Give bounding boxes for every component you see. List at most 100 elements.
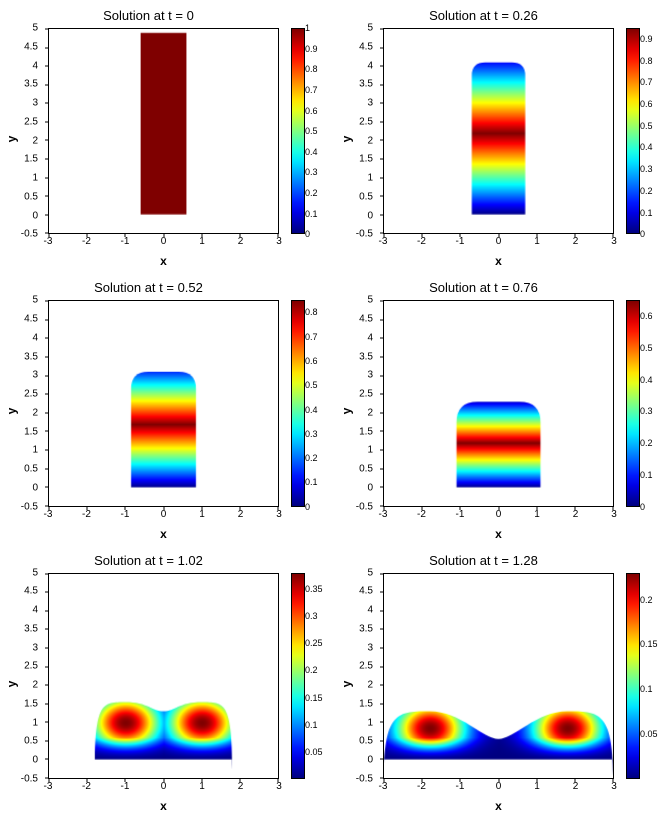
x-tick-label: 0: [161, 781, 167, 792]
x-tick-label: 2: [573, 236, 579, 247]
colorbar-tick-label: 0.4: [640, 375, 653, 385]
y-tick-label: 1: [343, 173, 373, 184]
y-tick-label: 4.5: [343, 586, 373, 597]
y-tick-label: 1.5: [343, 154, 373, 165]
y-tick-label: 0: [8, 210, 38, 221]
x-ticks: -3-2-10123: [383, 509, 614, 523]
y-tick-label: 3: [8, 98, 38, 109]
y-tick-label: 0.5: [8, 191, 38, 202]
y-tick-label: 1.5: [8, 426, 38, 437]
x-ticks: -3-2-10123: [48, 781, 279, 795]
colorbar-ticks: 00.10.20.30.40.50.60.70.8: [307, 300, 327, 506]
colorbar-tick-label: 0.35: [305, 584, 323, 594]
heatmap-canvas: [49, 29, 278, 233]
y-tick-label: -0.5: [343, 501, 373, 512]
colorbar-tick-label: 0.3: [305, 167, 318, 177]
y-tick-label: 5: [343, 23, 373, 34]
subplot-5: Solution at t = 1.28yx-3-2-10123-0.500.5…: [343, 555, 662, 813]
colorbar-tick-label: 0.4: [640, 142, 653, 152]
x-tick-label: -3: [44, 236, 53, 247]
colorbar-tick-label: 0.3: [305, 611, 318, 621]
y-tick-label: 0: [8, 755, 38, 766]
y-tick-label: 4: [343, 605, 373, 616]
y-tick-label: 2: [8, 680, 38, 691]
y-tick-label: -0.5: [8, 229, 38, 240]
y-tick-label: -0.5: [343, 774, 373, 785]
plot-area: [48, 573, 279, 779]
y-tick-label: 3: [8, 642, 38, 653]
x-tick-label: -3: [44, 781, 53, 792]
y-tick-label: 3: [343, 642, 373, 653]
colorbar-tick-label: 0.2: [305, 453, 318, 463]
x-tick-label: -2: [417, 236, 426, 247]
subplot-grid: Solution at t = 0yx-3-2-10123-0.500.511.…: [0, 0, 670, 827]
colorbar-tick-label: 0.2: [305, 665, 318, 675]
colorbar-tick-label: 0.3: [640, 164, 653, 174]
y-tick-label: 4: [343, 60, 373, 71]
y-tick-label: 1.5: [8, 698, 38, 709]
subplot-title: Solution at t = 0.76: [343, 280, 624, 295]
y-tick-label: 4: [343, 332, 373, 343]
y-tick-label: 4.5: [343, 41, 373, 52]
x-tick-label: 1: [199, 236, 205, 247]
y-tick-label: 2.5: [8, 661, 38, 672]
x-tick-label: -3: [379, 509, 388, 520]
colorbar-tick-label: 0.05: [305, 747, 323, 757]
plot-area: [383, 573, 614, 779]
y-tick-label: 2: [343, 135, 373, 146]
y-tick-label: 3.5: [8, 351, 38, 362]
y-tick-label: 1.5: [8, 154, 38, 165]
colorbar-tick-label: 0.2: [640, 186, 653, 196]
colorbar-tick-label: 0.3: [305, 429, 318, 439]
x-tick-label: 2: [238, 781, 244, 792]
colorbar-tick-label: 0.1: [640, 684, 653, 694]
x-tick-label: 0: [496, 509, 502, 520]
y-tick-label: 3.5: [8, 623, 38, 634]
x-tick-label: 0: [161, 236, 167, 247]
y-tick-label: 1: [8, 717, 38, 728]
heatmap-canvas: [384, 574, 613, 778]
colorbar-tick-label: 0.2: [305, 188, 318, 198]
heatmap-canvas: [49, 574, 278, 778]
colorbar-ticks: 00.10.20.30.40.50.60.70.80.91: [307, 28, 327, 234]
y-tick-label: 3: [343, 370, 373, 381]
colorbar-tick-label: 0.1: [640, 208, 653, 218]
y-tick-label: 1: [8, 173, 38, 184]
subplot-0: Solution at t = 0yx-3-2-10123-0.500.511.…: [8, 10, 327, 268]
plot-area: [48, 300, 279, 506]
colorbar-tick-label: 0.1: [305, 477, 318, 487]
y-tick-label: 3: [343, 98, 373, 109]
y-tick-label: 4.5: [8, 41, 38, 52]
y-tick-label: 2: [8, 407, 38, 418]
y-tick-label: 2: [8, 135, 38, 146]
x-tick-label: 1: [534, 509, 540, 520]
subplot-title: Solution at t = 0.26: [343, 8, 624, 23]
colorbar-tick-label: 0.25: [305, 638, 323, 648]
x-tick-label: 0: [496, 781, 502, 792]
y-tick-label: 1.5: [343, 698, 373, 709]
subplot-4: Solution at t = 1.02yx-3-2-10123-0.500.5…: [8, 555, 327, 813]
x-axis-label: x: [383, 799, 614, 813]
colorbar-tick-label: 1: [305, 23, 310, 33]
x-tick-label: 1: [199, 509, 205, 520]
colorbar-tick-label: 0.2: [640, 595, 653, 605]
y-ticks: -0.500.511.522.533.544.55: [8, 28, 44, 234]
plot-area: [383, 300, 614, 506]
y-tick-label: 5: [8, 23, 38, 34]
y-tick-label: -0.5: [343, 229, 373, 240]
figure: Solution at t = 0yx-3-2-10123-0.500.511.…: [0, 0, 670, 827]
colorbar-tick-label: 0.05: [640, 729, 658, 739]
y-tick-label: 0: [343, 755, 373, 766]
y-tick-label: 0.5: [343, 464, 373, 475]
y-tick-label: 3: [8, 370, 38, 381]
colorbar-tick-label: 0.7: [305, 85, 318, 95]
x-tick-label: 3: [611, 781, 617, 792]
x-tick-label: -1: [456, 781, 465, 792]
y-tick-label: 2.5: [343, 116, 373, 127]
colorbar-tick-label: 0.7: [640, 77, 653, 87]
colorbar-tick-label: 0.9: [640, 34, 653, 44]
colorbar-tick-label: 0.1: [305, 209, 318, 219]
colorbar: [291, 300, 305, 506]
colorbar-tick-label: 0.1: [640, 470, 653, 480]
y-tick-label: -0.5: [8, 774, 38, 785]
